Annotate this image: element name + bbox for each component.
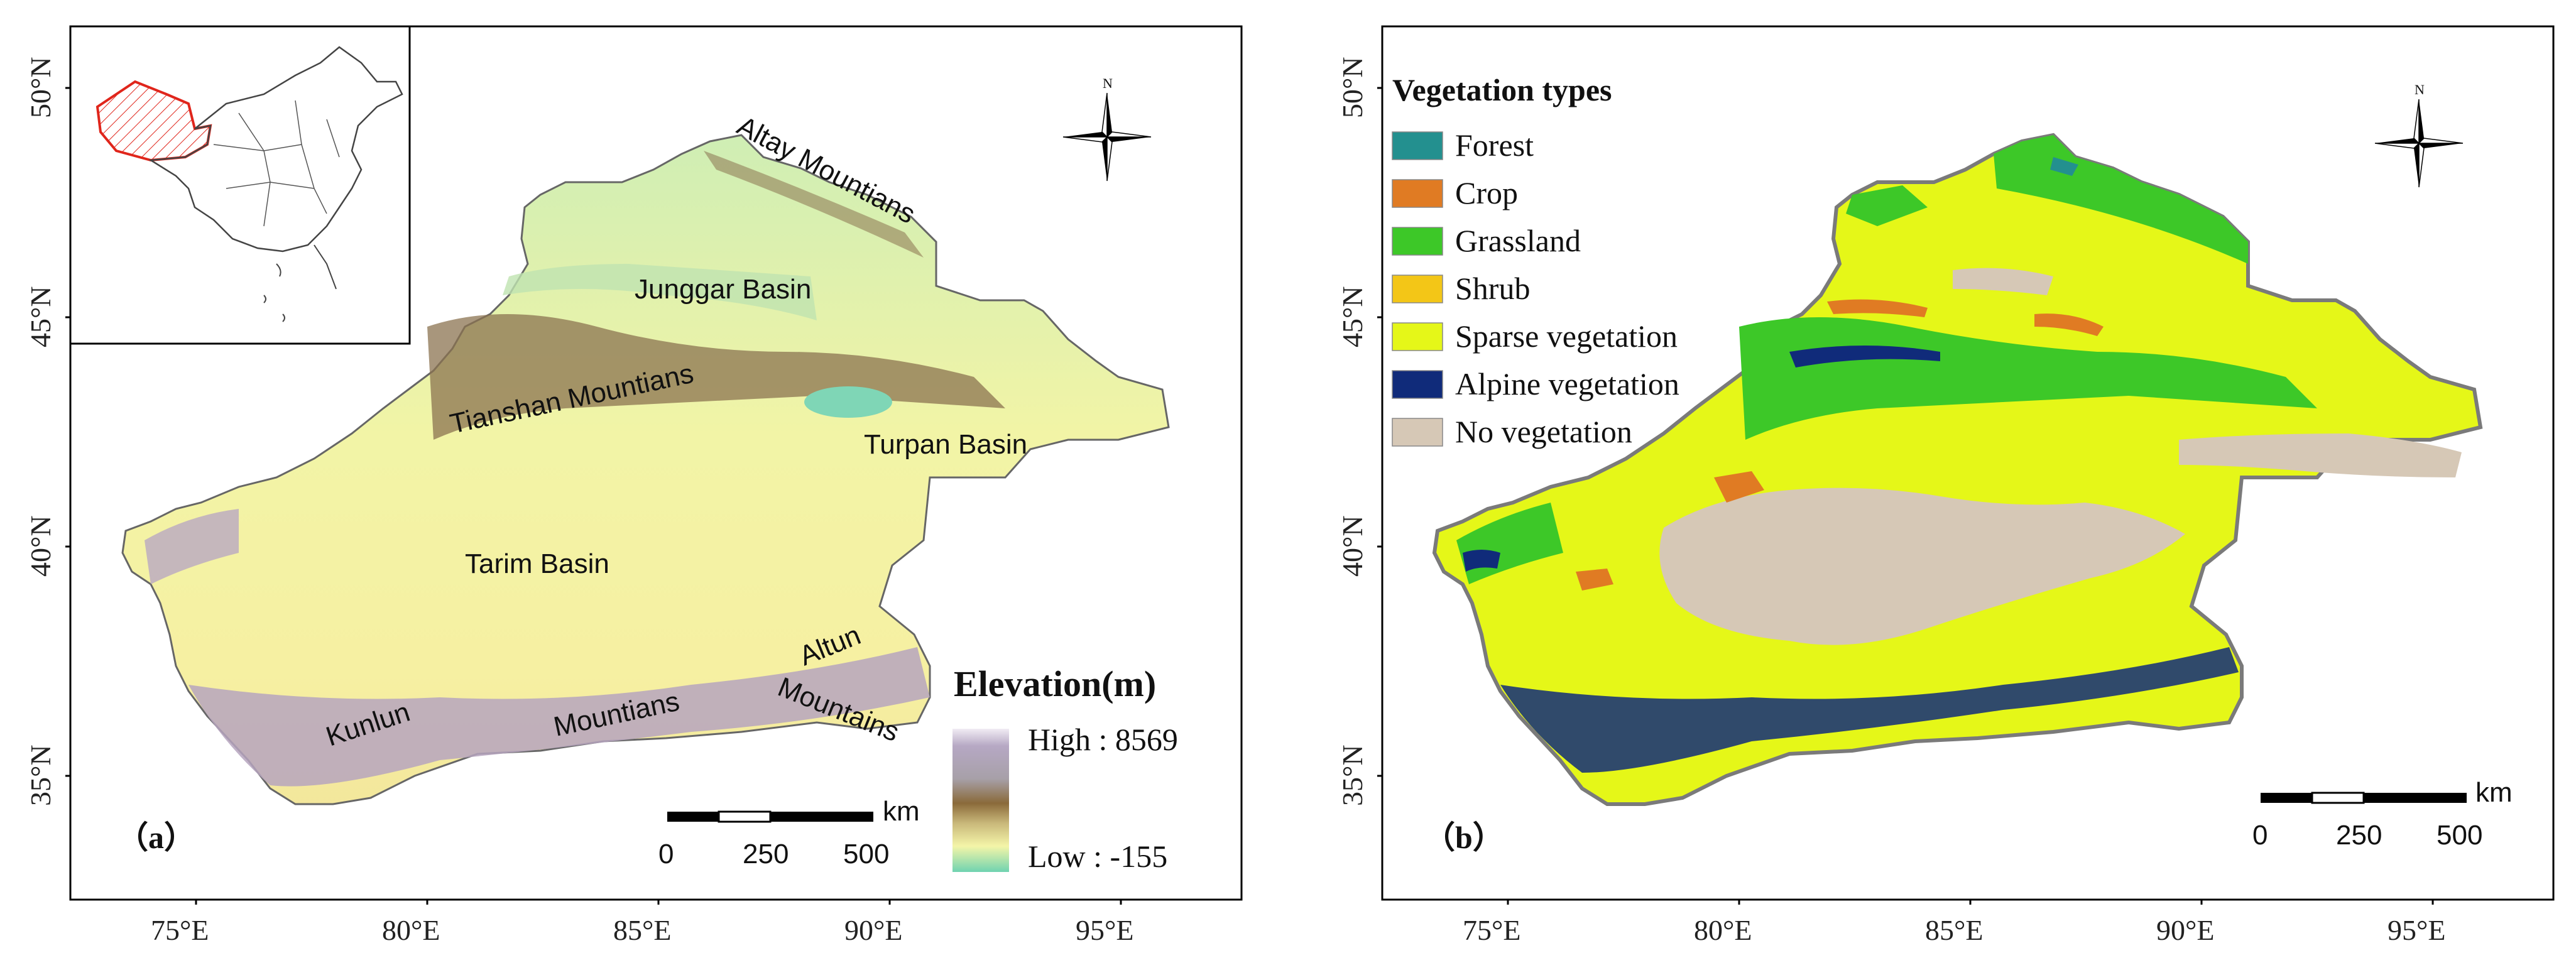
lon-label-b-95: 95°E <box>2388 914 2446 946</box>
scale-label-a-1: 250 <box>743 839 789 869</box>
north-label-b: N <box>2415 82 2425 97</box>
lat-label-a-50: 50°N <box>25 57 57 118</box>
lon-label-a-95: 95°E <box>1076 914 1134 946</box>
vegetation-legend-items: Forest Crop Grassland Shrub Sparse vegetatio… <box>1392 128 1679 449</box>
vegetation-map <box>1434 135 2480 804</box>
vegetation-legend: Vegetation types Forest Crop Grassland Shru… <box>1392 72 1679 449</box>
province-boundaries <box>213 100 340 227</box>
panel-b-axes: 50°N 45°N 40°N 35°N 75°E 80°E 85°E 90°E … <box>1336 57 2446 946</box>
scale-label-b-1: 250 <box>2336 820 2382 851</box>
panel-b-letter: （b） <box>1424 820 1504 855</box>
panel-a: Altay Mountians Junggar Basin Tianshan M… <box>25 25 1243 946</box>
no-vegetation-east <box>2179 433 2462 477</box>
elevation-low-label: Low : -155 <box>1028 839 1167 874</box>
altay-relief <box>704 151 924 258</box>
china-outline <box>148 46 403 253</box>
alpine-kunlun <box>1500 647 2239 773</box>
legend-label-no-vegetation: No vegetation <box>1455 414 1632 449</box>
elevation-legend-title: Elevation(m) <box>954 663 1156 704</box>
elevation-legend: Elevation(m) High : 8569 Low : -155 <box>952 663 1178 874</box>
tarim-basin-label: Tarim Basin <box>465 548 609 579</box>
lat-label-b-35: 35°N <box>1336 744 1368 806</box>
no-vegetation-tarim <box>1659 488 2185 645</box>
scale-label-b-0: 0 <box>2252 820 2268 851</box>
grassland-tacheng <box>1846 185 1928 226</box>
junggar-lowland <box>503 264 817 320</box>
panel-a-axes: 50°N 45°N 40°N 35°N 75°E 80°E 85°E 90°E … <box>25 57 1134 946</box>
legend-swatch-alpine-vegetation <box>1392 370 1443 399</box>
turpan-basin-label: Turpan Basin <box>864 429 1027 460</box>
legend-label-alpine-vegetation: Alpine vegetation <box>1455 366 1679 401</box>
scale-label-a-0: 0 <box>658 839 674 869</box>
alpine-pamir <box>1463 550 1500 572</box>
lat-label-a-35: 35°N <box>25 744 57 806</box>
legend-swatch-no-vegetation <box>1392 418 1443 447</box>
scale-label-a-2: 500 <box>843 839 889 869</box>
crop-north <box>1827 299 1928 317</box>
legend-swatch-sparse-vegetation <box>1392 322 1443 351</box>
vegetation-legend-title: Vegetation types <box>1392 72 1612 107</box>
scale-unit-a: km <box>883 796 920 827</box>
legend-label-grassland: Grassland <box>1455 223 1581 258</box>
no-vegetation-junggar <box>1953 268 2053 295</box>
lat-label-a-45: 45°N <box>25 286 57 347</box>
north-label-a: N <box>1103 75 1113 91</box>
legend-label-forest: Forest <box>1455 128 1534 163</box>
crop-aksu <box>1714 471 1764 503</box>
china-inset-map <box>69 25 411 345</box>
alpine-tianshan <box>1789 346 1940 368</box>
lon-label-b-80: 80°E <box>1694 914 1752 946</box>
junggar-basin-label: Junggar Basin <box>635 274 811 305</box>
kunlun-relief <box>188 647 930 787</box>
lon-label-b-75: 75°E <box>1463 914 1521 946</box>
lon-label-a-90: 90°E <box>844 914 903 946</box>
legend-swatch-forest <box>1392 131 1443 160</box>
legend-label-shrub: Shrub <box>1455 271 1530 306</box>
north-arrow-b: N <box>2374 82 2464 188</box>
legend-label-sparse-vegetation: Sparse vegetation <box>1455 319 1678 354</box>
tianshan-relief <box>427 314 1005 440</box>
scale-unit-b: km <box>2475 777 2513 808</box>
lat-label-b-45: 45°N <box>1336 286 1368 347</box>
lat-label-a-40: 40°N <box>25 515 57 577</box>
elevation-high-label: High : 8569 <box>1028 722 1178 757</box>
legend-label-crop: Crop <box>1455 175 1518 210</box>
scale-label-b-2: 500 <box>2437 820 2482 851</box>
turpan-lowland <box>804 386 892 418</box>
legend-swatch-crop <box>1392 179 1443 208</box>
south-china-sea-islands <box>263 244 337 322</box>
lon-label-a-80: 80°E <box>382 914 440 946</box>
lat-label-b-40: 40°N <box>1336 515 1368 577</box>
scale-bar-b: km 0 250 500 <box>2252 777 2513 851</box>
crop-urumqi <box>2034 313 2104 336</box>
crop-kashgar <box>1576 569 1613 591</box>
lon-label-a-75: 75°E <box>151 914 209 946</box>
lon-label-b-90: 90°E <box>2156 914 2215 946</box>
north-arrow-a: N <box>1062 75 1152 182</box>
legend-swatch-grassland <box>1392 227 1443 256</box>
lat-label-b-50: 50°N <box>1336 57 1368 118</box>
lon-label-b-85: 85°E <box>1925 914 1984 946</box>
panel-a-letter: （a） <box>117 820 195 855</box>
panel-b: Vegetation types Forest Crop Grassland Shru… <box>1336 25 2555 946</box>
scale-bar-a: km 0 250 500 <box>658 796 920 869</box>
pamir-relief <box>145 509 239 584</box>
elevation-color-ramp <box>952 729 1009 872</box>
lon-label-a-85: 85°E <box>613 914 672 946</box>
legend-swatch-shrub <box>1392 275 1443 303</box>
forest-altay <box>2050 157 2078 176</box>
